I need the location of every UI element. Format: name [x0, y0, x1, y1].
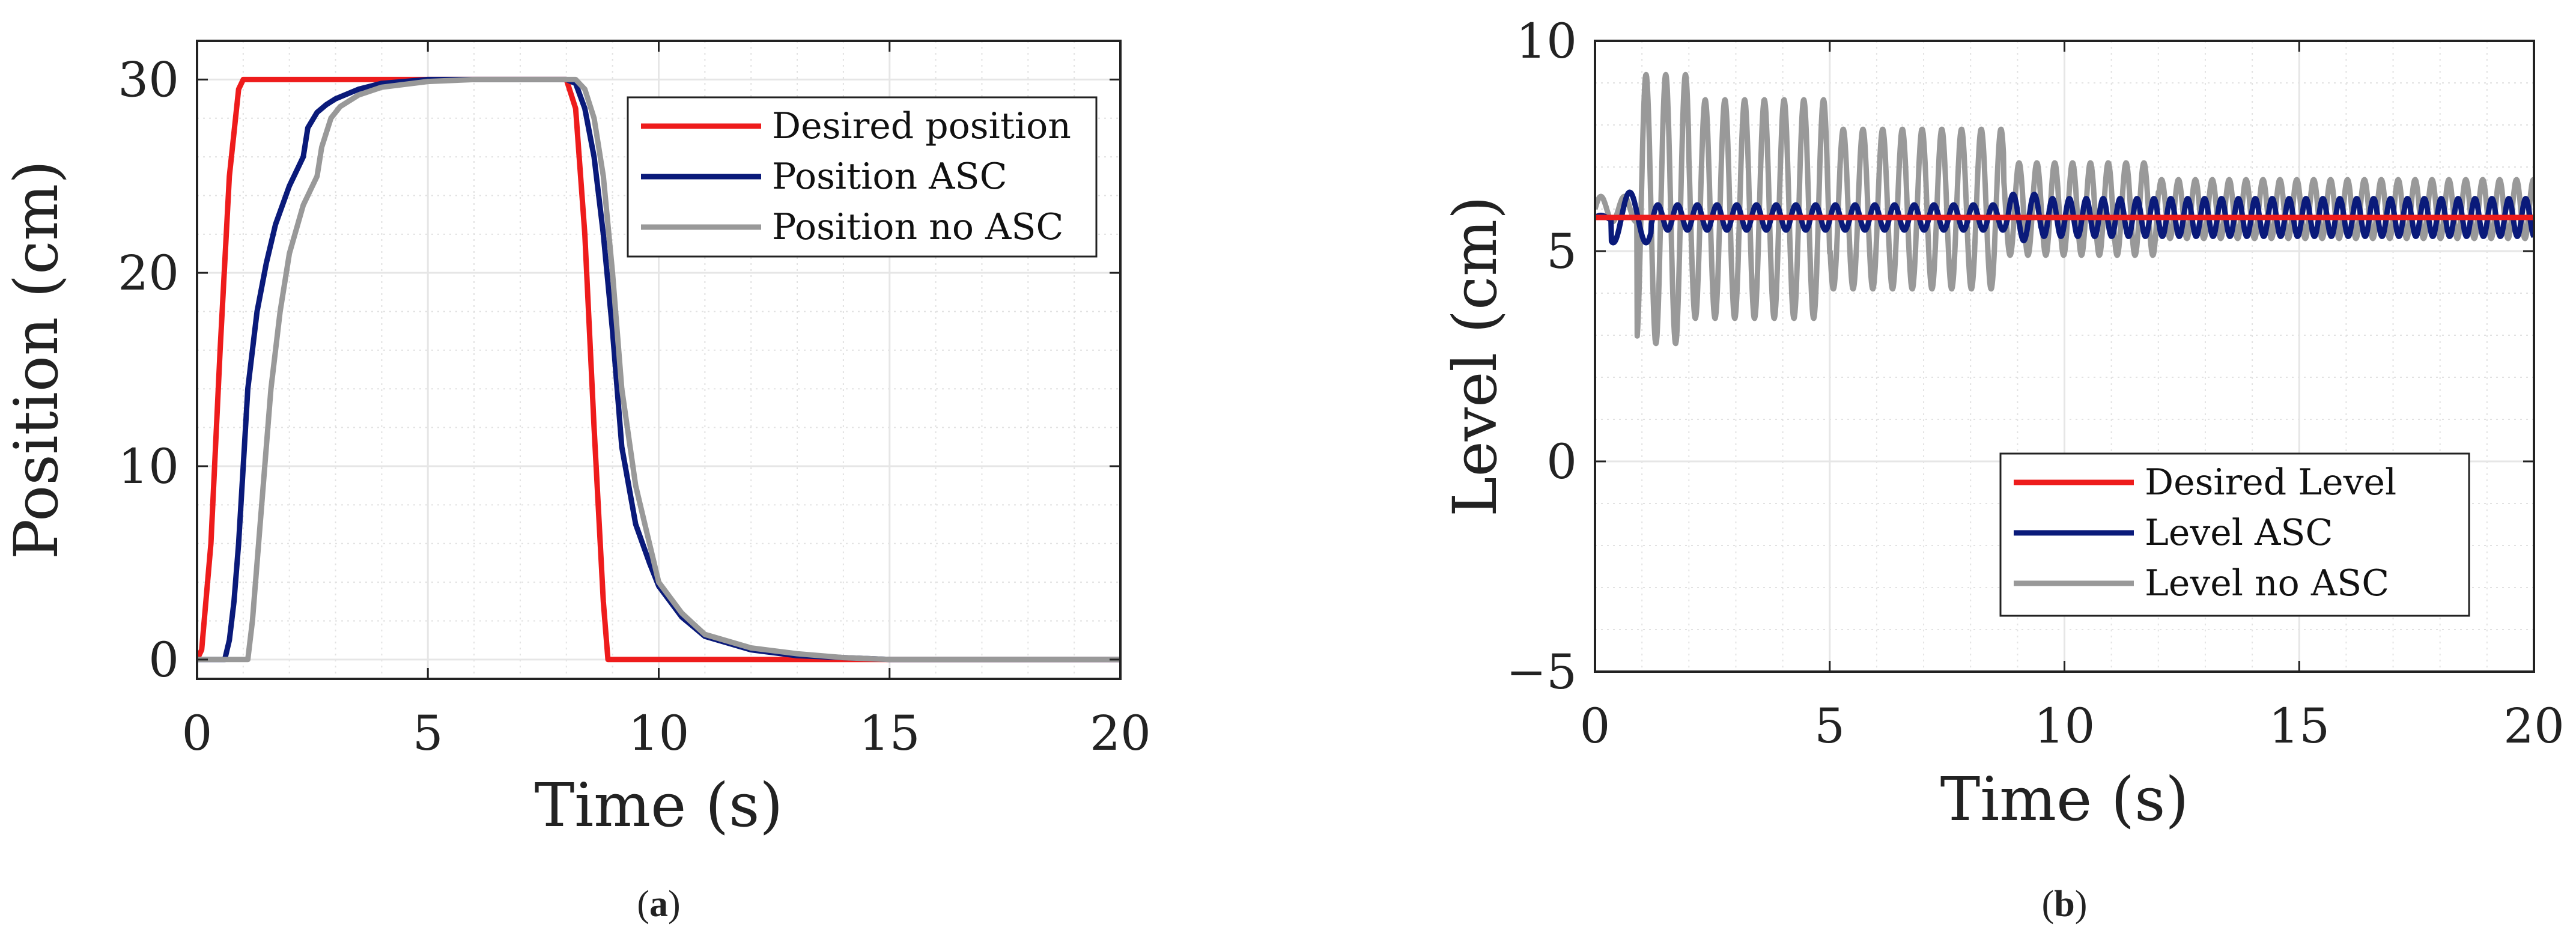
- x-axis-label: Time (s): [535, 770, 783, 840]
- caption-letter: b: [2054, 884, 2074, 925]
- y-tick-label: 0: [148, 632, 179, 688]
- legend: Desired Level Level ASC Level no ASC: [1999, 452, 2470, 617]
- y-tick-label: −5: [1506, 644, 1577, 700]
- legend-label-no-asc: Position no ASC: [772, 206, 1063, 248]
- x-tick-label: 0: [1580, 698, 1611, 754]
- y-axis-label: Position (cm): [1, 160, 71, 559]
- x-tick-label: 15: [859, 705, 920, 761]
- x-tick-label: 10: [2034, 698, 2095, 754]
- y-axis-label: Level (cm): [1440, 196, 1510, 517]
- y-tick-label: 30: [118, 52, 179, 108]
- subfigure-caption: (b): [2042, 884, 2088, 925]
- series-line-no-asc: [197, 76, 1120, 663]
- x-tick-label: 20: [1090, 705, 1151, 761]
- legend-label-asc: Level ASC: [2145, 512, 2333, 554]
- caption-letter: a: [649, 884, 668, 925]
- legend-label-asc: Position ASC: [772, 156, 1007, 198]
- y-tick-label: 5: [1546, 223, 1577, 279]
- legend-label-desired: Desired position: [772, 105, 1071, 147]
- x-tick-label: 5: [1814, 698, 1845, 754]
- caption-paren-close: ): [2075, 884, 2088, 925]
- caption-paren-close: ): [668, 884, 681, 925]
- y-tick-label: 0: [1546, 434, 1577, 490]
- x-tick-label: 20: [2503, 698, 2565, 754]
- caption-paren-open: (: [637, 884, 649, 925]
- y-tick-label: 20: [118, 245, 179, 301]
- legend: Desired position Position ASC Position no …: [627, 96, 1098, 258]
- chart-a: 0 5 10 15 20 0 10 20 30 Time (s) Position (cm) Desi…: [1, 40, 1151, 925]
- legend-label-desired: Desired Level: [2145, 461, 2396, 503]
- caption-paren-open: (: [2042, 884, 2055, 925]
- legend-label-no-asc: Level no ASC: [2145, 562, 2389, 604]
- x-tick-label: 5: [413, 705, 443, 761]
- subfigure-caption: (a): [637, 884, 680, 925]
- y-tick-label: 10: [1516, 13, 1577, 69]
- y-tick-label: 10: [118, 439, 179, 494]
- x-tick-label: 10: [628, 705, 690, 761]
- x-axis-label: Time (s): [1940, 764, 2189, 834]
- x-tick-label: 0: [182, 705, 213, 761]
- x-tick-label: 15: [2268, 698, 2330, 754]
